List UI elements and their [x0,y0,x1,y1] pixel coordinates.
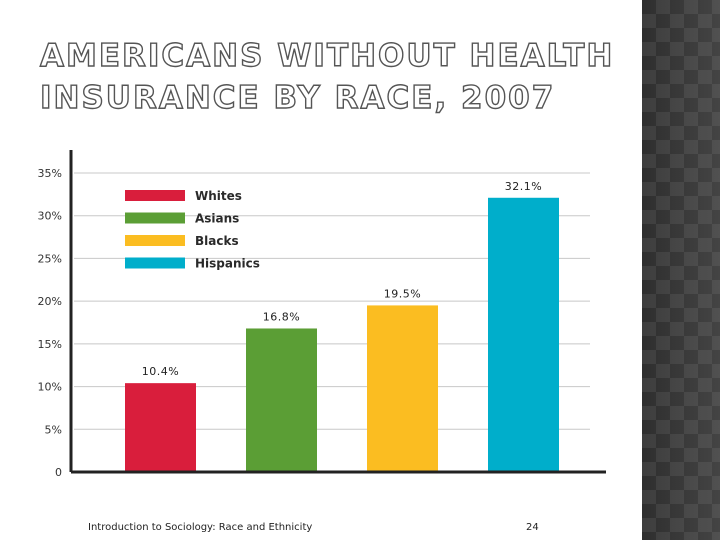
bar-hispanics [488,197,559,471]
legend-label-whites: Whites [195,189,242,203]
y-tick-label: 30% [38,210,62,223]
y-tick-label: 20% [38,295,62,308]
y-tick-label: 10% [38,381,62,394]
y-tick-label: 0 [55,466,62,479]
bar-asians [246,328,317,471]
legend-label-blacks: Blacks [195,234,239,248]
data-label-asians: 16.8% [263,310,300,323]
bar-chart: 0 5% 10% 15% 20% 25% 30% 35% 10.4% 16.8% 19.5% 32.1… [38,150,606,479]
footer-text: Introduction to Sociology: Race and Ethn… [88,522,313,533]
legend-swatch-whites [125,190,185,201]
legend-swatch-blacks [125,235,185,246]
data-label-blacks: 19.5% [384,287,421,300]
slide-title-line-2: INSURANCE BY RACE, 2007 [39,79,556,116]
bar-blacks [367,305,438,471]
decorative-side-panel [642,0,720,540]
data-label-whites: 10.4% [142,365,179,378]
y-tick-label: 5% [45,423,62,436]
legend-swatch-hispanics [125,257,185,269]
legend-swatch-asians [125,212,185,224]
y-tick-label: 35% [38,167,62,180]
legend-label-asians: Asians [195,212,239,226]
y-tick-label: 25% [38,252,62,265]
page-number: 24 [526,522,539,533]
data-label-hispanics: 32.1% [505,180,542,193]
legend-label-hispanics: Hispanics [195,257,260,271]
y-tick-label: 15% [38,338,62,351]
slide-title-line-1: AMERICANS WITHOUT HEALTH [39,37,615,74]
bar-whites [125,383,196,471]
